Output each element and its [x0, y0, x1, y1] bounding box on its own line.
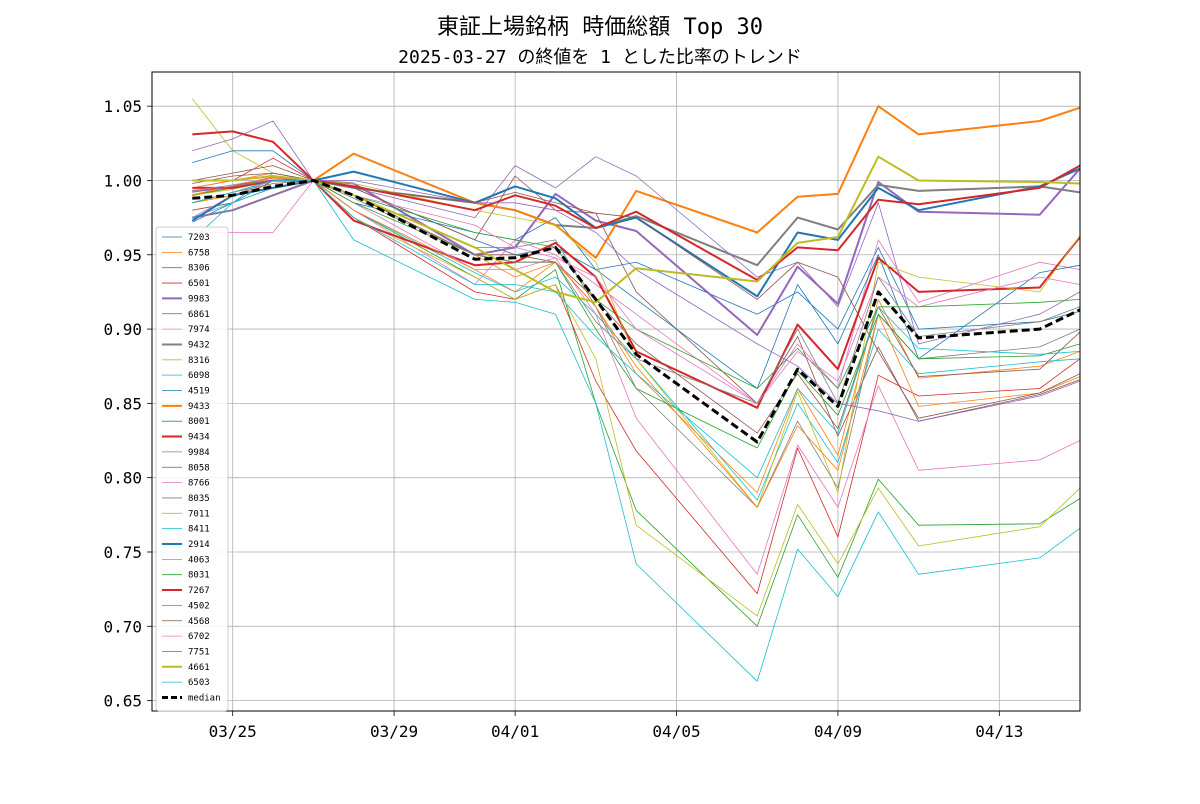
legend-label: 7267 — [188, 586, 210, 596]
y-tick-label: 0.95 — [103, 246, 142, 265]
legend-label: 9433 — [188, 402, 210, 412]
legend-label: 7974 — [188, 325, 210, 335]
legend-label: 8031 — [188, 571, 210, 581]
series-line-6503 — [192, 180, 1081, 479]
y-tick-label: 0.70 — [103, 617, 142, 636]
legend-label: 8001 — [188, 417, 210, 427]
legend-label: 9434 — [188, 433, 210, 443]
legend-label: 6861 — [188, 310, 210, 320]
series-line-7974 — [192, 180, 1081, 404]
legend-label: 8035 — [188, 494, 210, 504]
y-tick-label: 0.80 — [103, 469, 142, 488]
y-tick-label: 0.90 — [103, 320, 142, 339]
x-tick-label: 03/25 — [209, 722, 257, 741]
series-line-4661 — [192, 155, 1081, 304]
legend-label: 4661 — [188, 663, 210, 673]
grid — [152, 72, 1080, 711]
legend-label: 7011 — [188, 509, 210, 519]
chart-title: 東証上場銘柄 時価総額 Top 30 — [437, 15, 763, 40]
legend-label: 9984 — [188, 448, 210, 458]
legend-label: 8411 — [188, 525, 210, 535]
series-line-6501 — [192, 157, 1081, 594]
legend-label: 4519 — [188, 387, 210, 397]
series-line-median — [192, 179, 1081, 444]
legend-label: 4502 — [188, 601, 210, 611]
legend-label: 7751 — [188, 647, 210, 657]
plot-area — [191, 98, 1081, 682]
legend-label: 8306 — [188, 264, 210, 274]
legend-label: 9432 — [188, 340, 210, 350]
series-line-4519 — [192, 150, 1081, 389]
chart-subtitle: 2025-03-27 の終値を 1 とした比率のトレンド — [398, 47, 802, 68]
plot-frame — [151, 71, 1081, 712]
legend-label: 9983 — [188, 294, 210, 304]
x-tick-label: 04/05 — [652, 722, 700, 741]
y-tick-label: 0.75 — [103, 543, 142, 562]
y-tick-label: 0.65 — [103, 692, 142, 711]
legend-label: 6501 — [188, 279, 210, 289]
legend-label: 7203 — [188, 233, 210, 243]
legend-label: 6503 — [188, 678, 210, 688]
legend-label: 8766 — [188, 479, 210, 489]
y-tick-label: 1.05 — [103, 97, 142, 116]
legend-label: 8316 — [188, 356, 210, 366]
legend-label: 8058 — [188, 463, 210, 473]
y-axis: 0.65 0.70 0.75 0.80 0.85 0.90 0.95 1.00 1.05 — [103, 97, 152, 711]
x-tick-label: 04/13 — [975, 722, 1023, 741]
legend-label: 4568 — [188, 617, 210, 627]
x-axis: 03/25 03/29 04/01 04/05 04/09 04/13 — [209, 711, 1023, 741]
series-line-9984 — [192, 120, 1081, 345]
x-tick-label: 04/09 — [814, 722, 862, 741]
legend-label: median — [188, 694, 221, 704]
legend-label: 2914 — [188, 540, 210, 550]
legend-label: 4063 — [188, 555, 210, 565]
legend-label: 6702 — [188, 632, 210, 642]
legend-label: 6098 — [188, 371, 210, 381]
x-tick-label: 03/29 — [370, 722, 418, 741]
legend: 7203 6758 8306 6501 9983 6861 7974 9432 8316 6098… — [155, 226, 229, 712]
legend-label: 6758 — [188, 248, 210, 258]
y-tick-label: 1.00 — [103, 171, 142, 190]
y-tick-label: 0.85 — [103, 394, 142, 413]
x-tick-label: 04/01 — [491, 722, 539, 741]
